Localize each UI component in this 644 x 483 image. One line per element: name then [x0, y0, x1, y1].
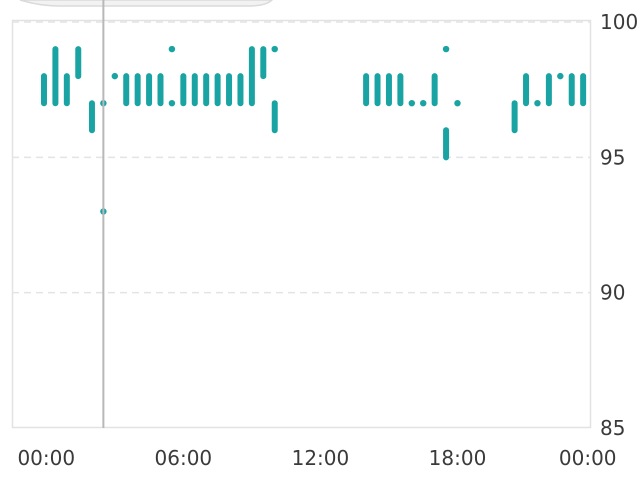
reading-dot[interactable]: [169, 46, 175, 52]
x-tick-label: 00:00: [17, 446, 75, 470]
reading-dot[interactable]: [534, 100, 540, 106]
plot-area: [13, 21, 591, 428]
x-tick-label: 00:00: [559, 446, 617, 470]
y-tick-label: 95: [600, 145, 625, 169]
x-tick-label: 06:00: [155, 446, 213, 470]
reading-dot[interactable]: [454, 100, 460, 106]
reading-dot[interactable]: [272, 46, 278, 52]
data-marks: [44, 46, 583, 215]
y-axis-ticks: 100 95 90 85: [600, 10, 638, 440]
y-tick-label: 90: [600, 281, 625, 305]
reading-dot[interactable]: [112, 73, 118, 79]
grid-lines: [12, 22, 590, 293]
x-tick-label: 18:00: [429, 446, 487, 470]
reading-dot[interactable]: [557, 73, 563, 79]
y-tick-label: 85: [600, 416, 625, 440]
reading-dot[interactable]: [443, 46, 449, 52]
reading-dot[interactable]: [420, 100, 426, 106]
reading-dot[interactable]: [169, 100, 175, 106]
y-tick-label: 100: [600, 10, 638, 34]
top-overlay-card: [20, 0, 272, 6]
x-axis-ticks: 00:00 06:00 12:00 18:00 00:00: [17, 446, 616, 470]
reading-dot[interactable]: [409, 100, 415, 106]
x-tick-label: 12:00: [292, 446, 350, 470]
